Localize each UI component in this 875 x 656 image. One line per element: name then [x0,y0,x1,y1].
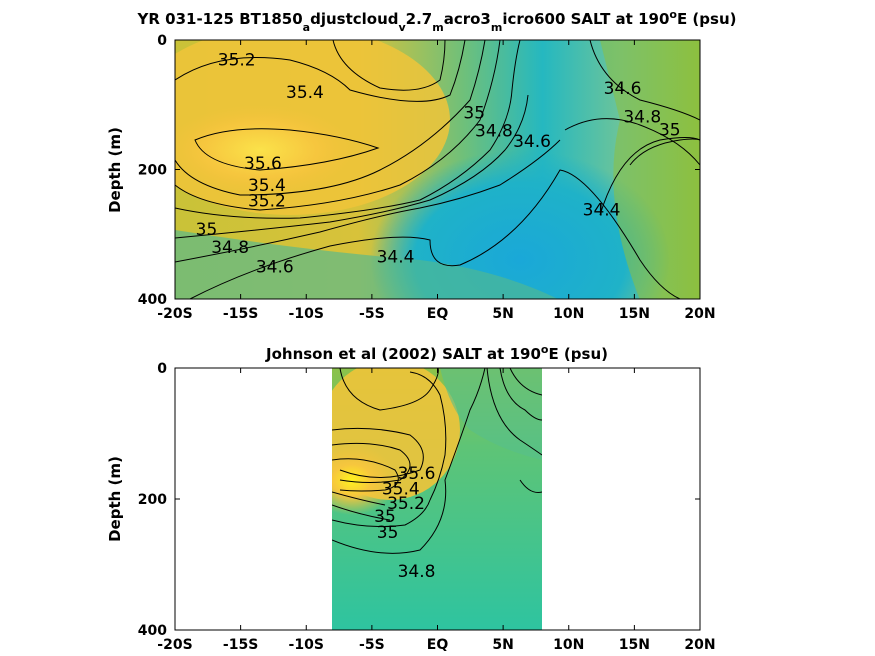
contour-label: 35 [196,220,218,240]
x-tick-label: EQ [427,637,449,653]
x-tick-label: 20N [684,637,715,653]
contour-line [332,442,411,483]
contour-line [332,504,391,521]
y-tick-label: 200 [138,492,167,508]
contour-line [499,368,542,421]
contour-line [629,138,700,166]
contour-label: 34.4 [583,201,621,221]
x-tick-label: EQ [427,306,449,322]
contour-line [332,499,431,528]
x-tick-label: -20S [157,306,192,322]
contour-label: 35.6 [244,154,282,174]
x-tick-label: 15N [619,306,650,322]
contour-label: 35 [463,104,485,124]
contour-label: 34.8 [398,562,436,582]
x-tick-label: 5N [492,306,513,322]
contour-line [599,137,700,216]
contour-line [409,371,447,501]
contour-label: 35.2 [387,494,425,514]
contour-line [332,458,399,492]
contour-label: 34.8 [475,122,513,142]
contour-label: 34.6 [513,132,551,152]
x-tick-label: 15N [619,637,650,653]
contour-label: 35 [377,523,399,543]
x-tick-label: 10N [553,637,584,653]
contour-label: 34.6 [256,258,294,278]
contour-label: 35.6 [398,464,436,484]
contour-line [339,368,439,411]
contour-line [189,169,681,299]
contour-label: 34.8 [211,238,249,258]
contour-line [175,40,501,211]
model-salt-maximum [175,105,355,195]
contour-line [509,368,542,396]
y-tick-label: 400 [138,623,167,639]
observation-y-axis-label: Depth (m) [106,456,124,542]
x-tick-label: -15S [223,306,258,322]
contour-line [486,368,542,456]
observation-salt-maximum [332,445,397,515]
contour-label: 35 [374,507,396,527]
x-tick-label: 10N [553,306,584,322]
x-tick-label: -5S [359,306,385,322]
contour-line [194,128,380,171]
y-tick-label: 200 [138,163,167,179]
contour-label: 35.4 [286,83,324,103]
model-deep-layer [175,230,558,299]
x-tick-label: -10S [289,306,324,322]
contour-line [332,40,446,91]
y-tick-label: 0 [157,361,167,377]
contour-label: 35.4 [248,176,286,196]
x-tick-label: -15S [223,637,258,653]
contour-label: 34.6 [604,79,642,99]
contour-line [332,427,424,478]
contour-line [175,139,561,263]
contour-label: 35.2 [218,50,256,70]
x-tick-label: -5S [359,637,385,653]
contour-line [175,40,466,102]
model-contour-labels: 35.235.435.635.435.23534.834.634.43534.8… [196,50,681,277]
contour-label: 35 [659,120,681,140]
contour-line [175,40,486,196]
contour-line [332,491,386,506]
y-tick-label: 400 [138,292,167,308]
contour-line [175,40,521,219]
contour-label: 35.4 [382,480,420,500]
contour-label: 34.4 [377,247,415,267]
model-salinity-field: 35.235.435.635.435.23534.834.634.43534.8… [175,40,700,299]
contour-line [564,118,700,166]
contour-line [589,40,700,121]
contour-label: 34.8 [623,107,661,127]
x-tick-label: -10S [289,637,324,653]
x-tick-label: -20S [157,637,192,653]
observation-contour-lines [332,368,542,554]
contour-line [175,94,529,239]
model-contour-lines [175,40,700,299]
y-tick-label: 0 [157,33,167,49]
x-tick-label: 5N [492,637,513,653]
contour-label: 35.2 [248,192,286,212]
observation-axes: -20S -15S -10S -5S EQ 5N 10N 15N 20N 0 200 400 [138,361,716,653]
x-tick-label: 20N [684,306,715,322]
observation-panel: Johnson et al (2002) SALT at 190oE (psu) [106,343,716,654]
model-panel: YR 031-125 BT1850adjustcloudv2.7macro3mi… [106,8,737,323]
contour-line [332,368,486,554]
model-north-salt-region [600,40,700,299]
contour-line [519,479,542,493]
model-panel-title: YR 031-125 BT1850adjustcloudv2.7macro3mi… [137,8,737,34]
observation-panel-title: Johnson et al (2002) SALT at 190oE (psu) [265,343,608,364]
model-axes: -20S -15S -10S -5S EQ 5N 10N 15N 20N 0 200 400 [138,33,716,322]
model-y-axis-label: Depth (m) [106,127,124,213]
